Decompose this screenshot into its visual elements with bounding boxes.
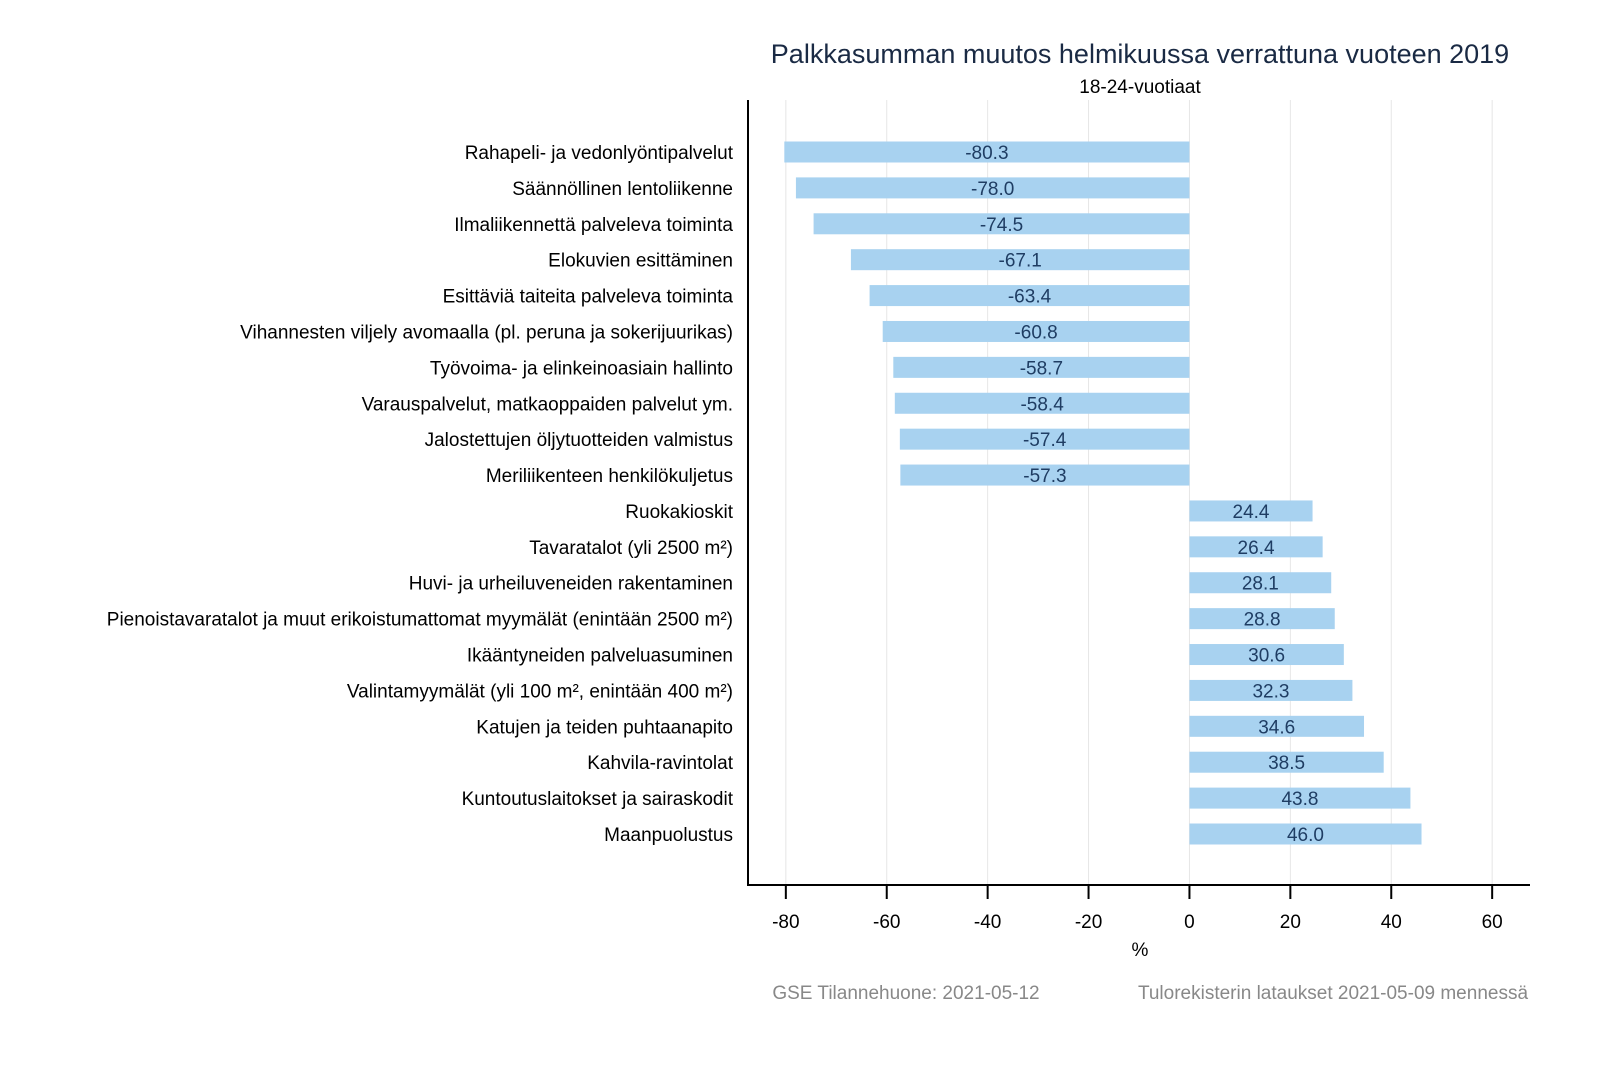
bar-value-label: -60.8 bbox=[1014, 322, 1057, 343]
bar-value-label: 34.6 bbox=[1258, 717, 1295, 738]
category-label: Elokuvien esittäminen bbox=[548, 251, 733, 272]
bar-value-label: 26.4 bbox=[1238, 538, 1275, 559]
bar-value-label: -57.3 bbox=[1023, 466, 1066, 487]
category-label: Jalostettujen öljytuotteiden valmistus bbox=[425, 430, 733, 451]
chart-title: Palkkasumman muutos helmikuussa verrattu… bbox=[771, 39, 1509, 69]
category-label: Säännöllinen lentoliikenne bbox=[512, 179, 733, 200]
bar bbox=[850, 249, 1190, 271]
x-tick-label: -60 bbox=[873, 912, 900, 933]
bar-value-label: -67.1 bbox=[999, 251, 1042, 272]
footer-source: GSE Tilannehuone: 2021-05-12 bbox=[772, 983, 1039, 1004]
bar bbox=[1189, 572, 1332, 594]
bar bbox=[795, 177, 1190, 199]
category-label: Ruokakioskit bbox=[625, 502, 733, 523]
bar-value-label: 43.8 bbox=[1281, 789, 1318, 810]
bar bbox=[899, 428, 1190, 450]
bar-value-label: 46.0 bbox=[1287, 825, 1324, 846]
bar-value-label: 30.6 bbox=[1248, 646, 1285, 667]
x-tick-label: -80 bbox=[772, 912, 799, 933]
category-label: Pienoistavaratalot ja muut erikoistumatt… bbox=[107, 610, 733, 631]
bar-value-label: -78.0 bbox=[971, 179, 1014, 200]
bar-value-label: 32.3 bbox=[1252, 681, 1289, 702]
bar-value-label: -58.7 bbox=[1020, 358, 1063, 379]
category-label: Kuntoutuslaitokset ja sairaskodit bbox=[462, 789, 734, 810]
chart-subtitle: 18-24-vuotiaat bbox=[1079, 77, 1201, 98]
bar bbox=[894, 392, 1190, 414]
x-axis-label: % bbox=[1132, 940, 1149, 961]
bar bbox=[1189, 823, 1422, 845]
bar bbox=[813, 213, 1190, 235]
bar-value-label: -57.4 bbox=[1023, 430, 1067, 451]
category-label: Esittäviä taiteita palveleva toiminta bbox=[443, 287, 734, 308]
bar-value-label: -74.5 bbox=[980, 215, 1023, 236]
bar bbox=[1189, 536, 1323, 558]
bar-value-label: 28.1 bbox=[1242, 574, 1279, 595]
x-tick-label: -40 bbox=[974, 912, 1001, 933]
bar-value-label: 24.4 bbox=[1233, 502, 1270, 523]
footer-data-note: Tulorekisterin lataukset 2021-05-09 menn… bbox=[1138, 983, 1528, 1004]
bar bbox=[1189, 608, 1335, 630]
bar-value-label: -63.4 bbox=[1008, 287, 1052, 308]
category-label: Vihannesten viljely avomaalla (pl. perun… bbox=[240, 322, 733, 343]
bar bbox=[1189, 644, 1344, 666]
category-label: Ilmaliikennettä palveleva toiminta bbox=[454, 215, 733, 236]
bar bbox=[1189, 679, 1353, 701]
x-tick-label: 20 bbox=[1280, 912, 1301, 933]
bar-value-label: -58.4 bbox=[1020, 394, 1064, 415]
bar bbox=[1189, 787, 1411, 809]
category-label: Työvoima- ja elinkeinoasiain hallinto bbox=[430, 358, 733, 379]
category-label: Maanpuolustus bbox=[604, 825, 733, 846]
bar-value-label: -80.3 bbox=[965, 143, 1008, 164]
bar bbox=[784, 141, 1190, 163]
x-tick-label: 0 bbox=[1184, 912, 1195, 933]
category-label: Meriliikenteen henkilökuljetus bbox=[486, 466, 733, 487]
category-label: Ikääntyneiden palveluasuminen bbox=[467, 646, 733, 667]
category-label: Kahvila-ravintolat bbox=[587, 753, 733, 774]
category-label: Katujen ja teiden puhtaanapito bbox=[476, 717, 733, 738]
bar bbox=[869, 285, 1190, 307]
category-label: Huvi- ja urheiluveneiden rakentaminen bbox=[409, 574, 733, 595]
category-label: Rahapeli- ja vedonlyöntipalvelut bbox=[465, 143, 734, 164]
bar bbox=[1189, 715, 1365, 737]
bar bbox=[1189, 500, 1313, 522]
bar-value-label: 38.5 bbox=[1268, 753, 1305, 774]
category-label: Tavaratalot (yli 2500 m²) bbox=[529, 538, 733, 559]
bar bbox=[893, 356, 1190, 378]
category-label: Varauspalvelut, matkaoppaiden palvelut y… bbox=[362, 394, 733, 415]
category-label: Valintamyymälät (yli 100 m², enintään 40… bbox=[347, 681, 733, 702]
x-tick-label: -20 bbox=[1075, 912, 1102, 933]
x-tick-label: 60 bbox=[1482, 912, 1503, 933]
bar bbox=[900, 464, 1190, 486]
bar bbox=[882, 320, 1190, 342]
bar bbox=[1189, 751, 1384, 773]
bar-value-label: 28.8 bbox=[1244, 610, 1281, 631]
x-tick-label: 40 bbox=[1381, 912, 1402, 933]
